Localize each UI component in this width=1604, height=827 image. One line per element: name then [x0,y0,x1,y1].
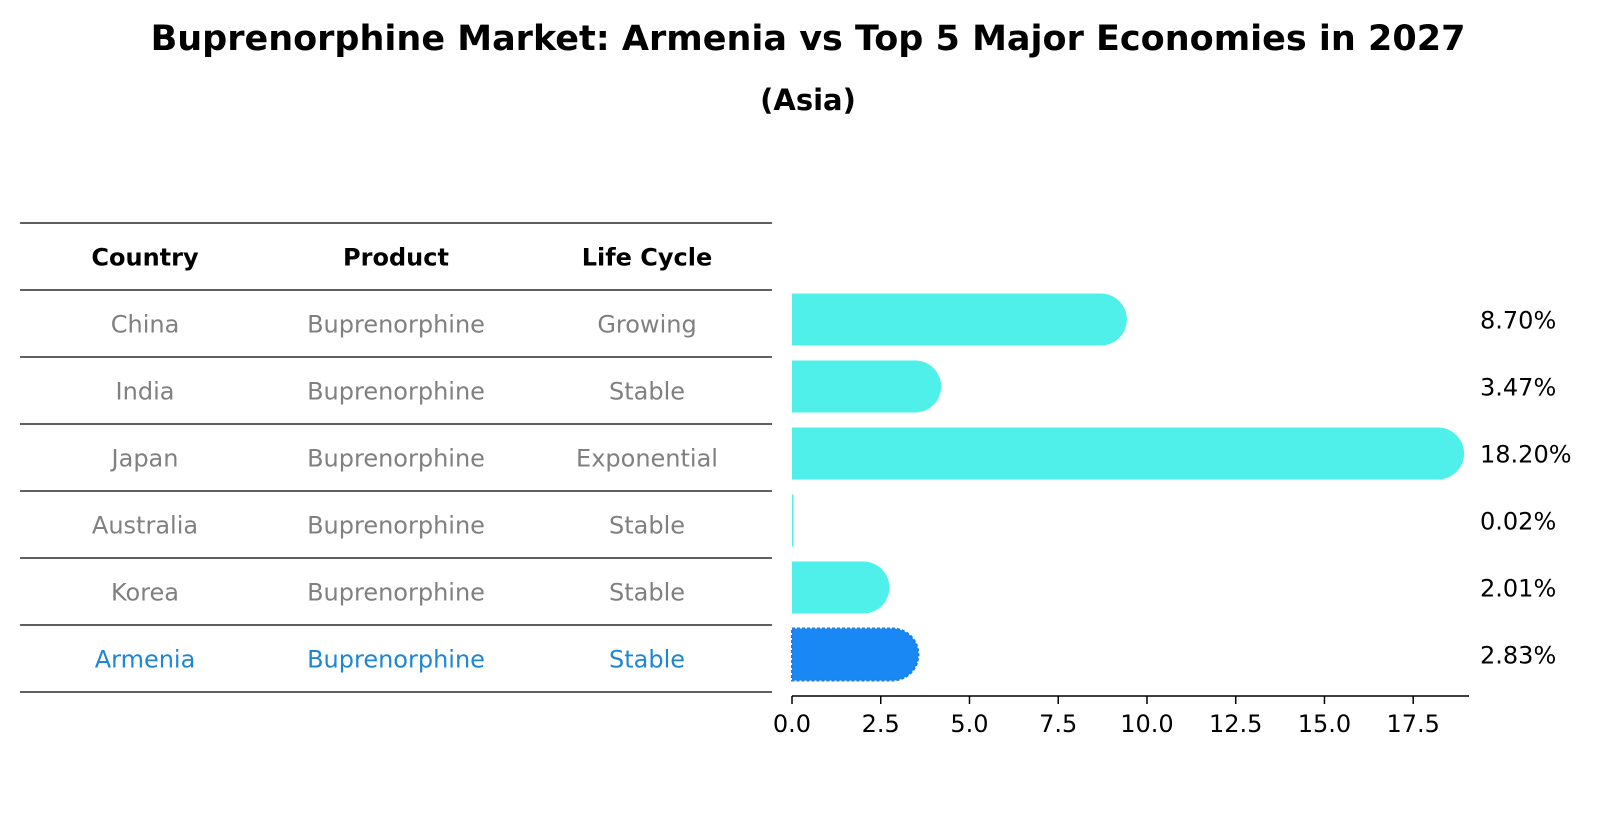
bar-australia [792,494,794,547]
table-cell-life-cycle: Stable [609,579,685,607]
table-header-cell: Country [91,244,199,272]
bar-china [792,293,1127,346]
x-axis: 0.0 2.5 5.0 7.5 10.0 12.5 15.0 17.5 [773,695,1469,738]
x-tick-label: 15.0 [1298,710,1351,738]
value-label: 0.02% [1480,508,1556,536]
table-header-cell: Life Cycle [582,244,713,272]
x-tick-label: 2.5 [862,710,900,738]
x-tick-label: 7.5 [1039,710,1077,738]
table-cell-product: Buprenorphine [307,579,485,607]
table-cell-country: China [111,311,180,339]
x-tick-label: 12.5 [1209,710,1262,738]
table-cell-country: Armenia [95,646,196,674]
table-cell-country: Japan [110,445,179,473]
table-cell-life-cycle: Stable [609,378,685,406]
table-header-cell: Product [343,244,449,272]
table-cell-country: Australia [92,512,198,540]
bar-india [792,360,942,413]
table-cell-life-cycle: Growing [597,311,696,339]
table-cell-product: Buprenorphine [307,512,485,540]
table-cell-life-cycle: Stable [609,646,685,674]
x-tick-label: 17.5 [1386,710,1439,738]
table-cell-product: Buprenorphine [307,378,485,406]
bar-chart: 8.70% 3.47% 18.20% 0.02% 2.01% 2.83% [791,293,1572,682]
x-tick-label: 5.0 [950,710,988,738]
x-tick-label: 0.0 [773,710,811,738]
value-label: 3.47% [1480,374,1556,402]
bar-japan [792,427,1465,480]
bar-korea [792,561,890,614]
value-label: 18.20% [1480,441,1572,469]
table-cell-country: India [116,378,175,406]
value-label: 2.01% [1480,575,1556,603]
table-cell-product: Buprenorphine [307,445,485,473]
value-label: 8.70% [1480,307,1556,335]
data-table: Country Product Life Cycle China Buprenorphi… [20,222,772,693]
chart-title: Buprenorphine Market: Armenia vs Top 5 M… [151,19,1466,59]
table-cell-product: Buprenorphine [307,311,485,339]
table-cell-country: Korea [111,579,179,607]
table-cell-life-cycle: Stable [609,512,685,540]
chart-subtitle: (Asia) [760,83,856,117]
table-cell-product: Buprenorphine [307,646,485,674]
bar-armenia [791,627,920,682]
value-label: 2.83% [1480,642,1556,670]
table-cell-life-cycle: Exponential [576,445,718,473]
x-tick-label: 10.0 [1120,710,1173,738]
